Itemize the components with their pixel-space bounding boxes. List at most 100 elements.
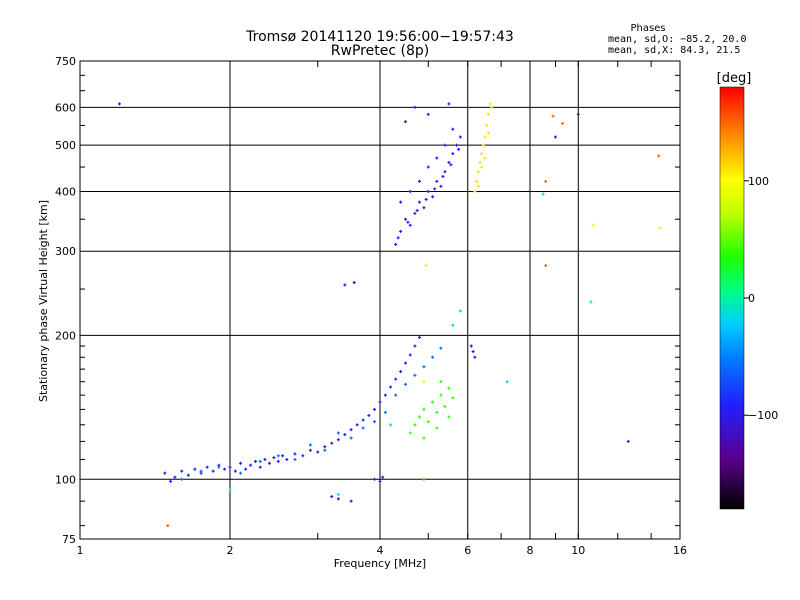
colorbar-tick-label: −100 (748, 409, 778, 422)
scatter-point (244, 467, 248, 471)
scatter-point (458, 135, 462, 139)
scatter-point (281, 454, 285, 458)
scatter-point (481, 143, 485, 147)
scatter-point (426, 112, 430, 116)
scatter-point (323, 445, 327, 449)
scatter-point (431, 195, 435, 199)
scatter-point (408, 223, 412, 227)
scatter-point (217, 465, 221, 469)
colorbar-label: [deg] (717, 71, 752, 86)
scatter-point (383, 393, 387, 397)
scatter-point (435, 410, 439, 414)
colorbar (719, 86, 745, 510)
y-tick-label: 400 (55, 185, 76, 198)
x-axis-label: Frequency [MHz] (334, 557, 426, 570)
phases-x-stats: mean, sd,X: 84.3, 21.5 (608, 45, 740, 56)
scatter-point (443, 143, 447, 147)
colorbar-tick-label: 100 (748, 175, 769, 188)
scatter-point (352, 281, 356, 285)
axis-ticks: 1 2 4 6 8 10 16 75 100 200 300 400 500 600 750 (55, 55, 687, 557)
scatter-point (424, 264, 428, 268)
scatter-point (336, 492, 340, 496)
scatter-point (223, 467, 227, 471)
scatter-point (490, 105, 494, 109)
scatter-point (258, 465, 262, 469)
chart-title: Tromsø 20141120 19:56:00−19:57:43 (245, 29, 514, 45)
y-tick-label: 200 (55, 329, 76, 342)
y-tick-label: 100 (55, 473, 76, 486)
scatter-point (308, 448, 312, 452)
scatter-point (186, 473, 190, 477)
y-tick-label: 300 (55, 245, 76, 258)
scatter-point (544, 264, 548, 268)
scatter-point (166, 524, 170, 528)
scatter-point (233, 469, 237, 473)
scatter-point (422, 380, 426, 384)
scatter-point (373, 407, 377, 411)
scatter-point (422, 477, 426, 481)
scatter-point (426, 420, 430, 424)
phases-o-stats: mean, sd,O: −85.2, 20.0 (608, 34, 746, 45)
scatter-point (480, 165, 484, 169)
scatter-point (433, 187, 437, 191)
scatter-point (228, 465, 232, 469)
scatter-point (403, 120, 407, 124)
scatter-point (473, 355, 477, 359)
y-tick-label: 75 (62, 533, 76, 546)
scatter-point (439, 184, 443, 188)
scatter-point (211, 469, 215, 473)
scatter-point (193, 467, 197, 471)
scatter-point (373, 420, 377, 424)
scatter-point (478, 160, 482, 164)
scatter-point (399, 370, 403, 374)
scatter-point (413, 344, 417, 348)
scatter-point (389, 385, 393, 389)
scatter-point (258, 459, 262, 463)
grid-lines (80, 61, 680, 539)
scatter-point (417, 179, 421, 183)
scatter-point (447, 415, 451, 419)
scatter-point (285, 457, 289, 461)
scatter-point (330, 441, 334, 445)
scatter-point (417, 200, 421, 204)
scatter-point (336, 431, 340, 435)
y-tick-label: 500 (55, 139, 76, 152)
scatter-point (394, 242, 398, 246)
scatter-point (443, 170, 447, 174)
scatter-point (413, 423, 417, 427)
chart-subtitle: RwPretec (8p) (331, 43, 429, 59)
x-tick-label: 10 (571, 544, 585, 557)
y-tick-label: 600 (55, 101, 76, 114)
scatter-point (301, 454, 305, 458)
scatter-point (475, 179, 479, 183)
scatter-point (417, 415, 421, 419)
colorbar-tick-label: 0 (748, 292, 755, 305)
scatter-point (406, 220, 410, 224)
x-tick-label: 16 (673, 544, 687, 557)
y-tick-label: 750 (55, 55, 76, 68)
scatter-point (451, 152, 455, 156)
scatter-point (441, 174, 445, 178)
scatter-point (413, 105, 417, 109)
scatter-point (439, 393, 443, 397)
scatter-point (373, 477, 377, 481)
scatter-point (383, 410, 387, 414)
scatter-point (435, 156, 439, 160)
scatter-point (349, 499, 353, 503)
scatter-point (486, 112, 490, 116)
scatter-point (396, 236, 400, 240)
scatter-point (589, 300, 593, 304)
scatter-point (591, 223, 595, 227)
scatter-point (431, 355, 435, 359)
scatter-point (180, 469, 184, 473)
scatter-point (228, 488, 232, 492)
scatter-point (476, 184, 480, 188)
scatter-point (424, 197, 428, 201)
scatter-point (473, 189, 477, 193)
phases-title: Phases (630, 23, 665, 34)
scatter-point (199, 469, 203, 473)
scatter-point (316, 450, 320, 454)
scatter-point (447, 386, 451, 390)
scatter-point (378, 400, 382, 404)
scatter-point (263, 457, 267, 461)
